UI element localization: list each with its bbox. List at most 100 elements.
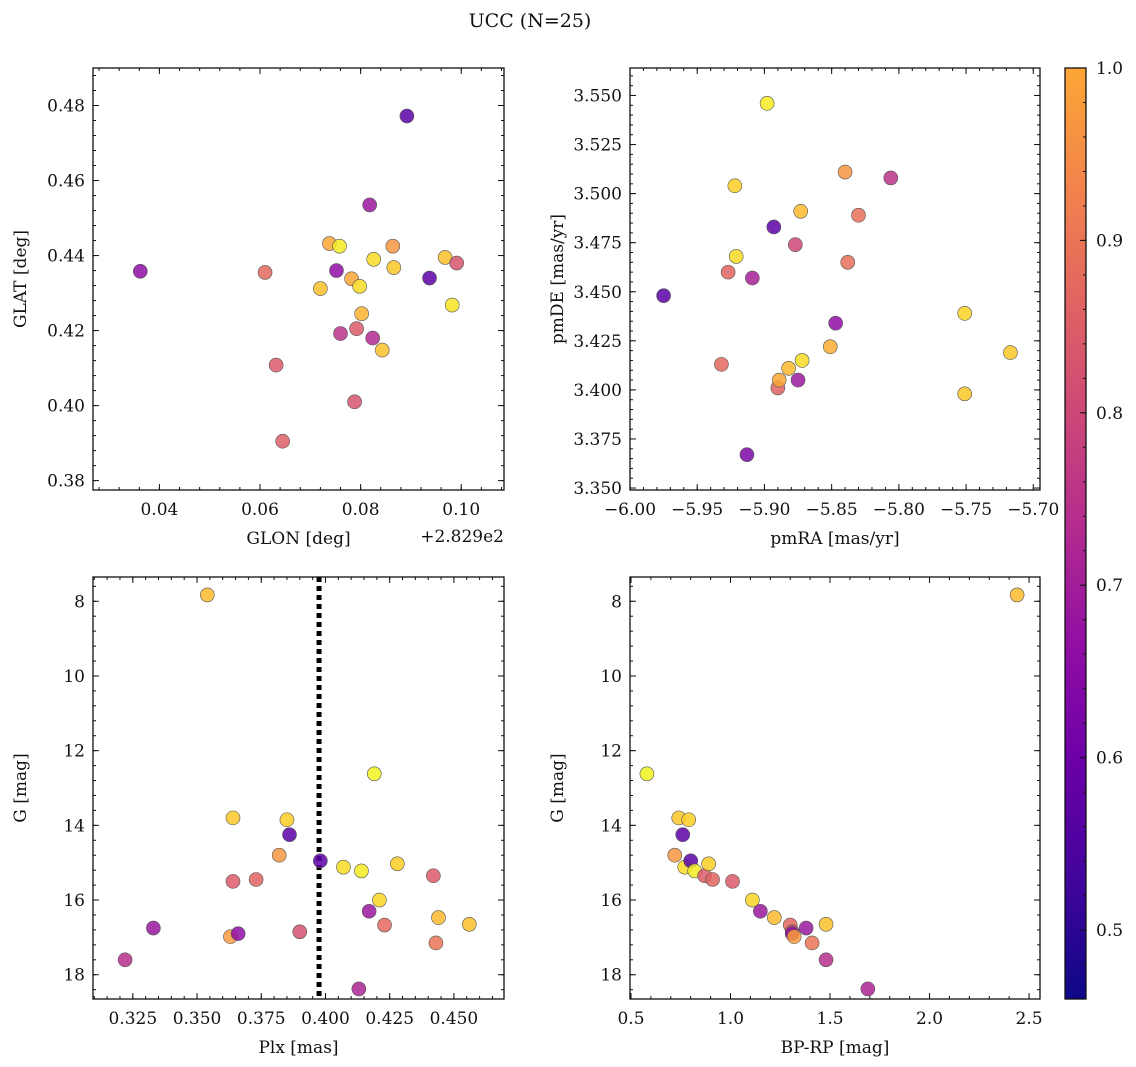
scatter-point [347,394,362,410]
y-tick-label: 3.375 [573,430,622,450]
scatter-point [332,238,347,254]
scatter-point [230,926,246,941]
scatter-point [656,288,671,303]
colorbar-frame [1064,67,1087,1000]
x-tick-label: −6.00 [604,500,656,520]
scatter-point [377,917,392,933]
x-axis-label: BP-RP [mag] [781,1038,890,1058]
x-tick-label: 0.450 [430,1009,479,1029]
colorbar-tick-label: 0.9 [1096,231,1123,251]
y-tick-label: 10 [600,667,622,687]
scatter-point [449,255,465,271]
y-tick-label: 3.425 [573,332,622,352]
scatter-point [851,207,866,223]
x-axis-label: Plx [mas] [258,1038,338,1058]
y-tick-label: 0.38 [47,472,85,492]
scatter-point [354,306,369,321]
scatter-point [753,903,768,919]
scatter-point [366,252,382,267]
scatter-point [431,910,446,925]
scatter-point [788,237,803,252]
colorbar-tick-label: 1.0 [1096,59,1123,79]
scatter-point [667,847,683,863]
x-offset-text: +2.829e2 [420,527,504,547]
scatter-point [828,315,843,331]
colorbar-gradient [1065,68,1086,999]
y-tick-label: 10 [63,667,85,687]
scatter-point [705,872,720,887]
y-tick-label: 3.350 [573,479,622,499]
y-tick-label: 3.500 [573,185,622,205]
axes-frame [629,576,1041,1000]
x-tick-label: −5.95 [671,500,723,520]
scatter-point [422,270,437,286]
y-tick-label: 12 [600,742,622,762]
scatter-point [804,935,820,951]
scatter-point [766,910,782,925]
scatter-point [225,810,241,826]
figure-title: UCC (N=25) [469,10,592,32]
scatter-point [818,917,834,932]
y-tick-label: 8 [611,592,622,612]
panel-plx-g: 0.325 0.350 0.375 0.400 0.425 0.450 8 10 12 14 16 1… [11,576,505,1058]
y-tick-label: 3.450 [573,283,622,303]
scatter-point [271,847,287,863]
scatter-point [822,339,838,355]
scatter-point [728,249,744,264]
y-tick-label: 18 [63,966,85,986]
x-tick-label: 1.5 [817,1009,844,1029]
scatter-point [349,321,364,337]
scatter-point [362,197,377,213]
scatter-point [714,357,729,372]
scatter-point [444,297,460,313]
scatter-point [639,766,655,782]
scatter-point [386,260,402,275]
y-tick-label: 14 [600,816,622,836]
axes-frame [629,67,1041,491]
scatter-point [745,892,760,908]
x-tick-label: −5.80 [873,500,925,520]
scatter-point [282,827,297,842]
y-axis-label: G [mag] [11,753,31,822]
scatter-point [117,952,133,968]
scatter-point [771,372,787,388]
scatter-point [462,917,477,932]
x-tick-label: −5.85 [806,500,858,520]
x-tick-label: 0.08 [342,500,380,520]
scatter-point [957,306,973,321]
x-axis-label: pmRA [mas/yr] [770,529,899,549]
panel-bprp-g: 0.5 1.0 1.5 2.0 2.5 8 10 12 14 16 18 BP-RP [mag] G [… [548,576,1043,1058]
scatter-point [681,812,697,828]
axes-frame [92,67,505,491]
y-tick-label: 0.46 [47,172,85,192]
scatter-point [352,279,367,294]
y-tick-label: 0.44 [47,247,85,267]
scatter-point [200,587,215,603]
scatter-point [675,827,691,842]
axes-frame [92,576,505,1000]
scatter-point [372,892,387,908]
x-tick-label: −5.70 [1007,500,1059,520]
x-tick-label: 0.325 [108,1009,157,1029]
scatter-point [361,903,377,919]
x-tick-label: 0.425 [365,1009,414,1029]
x-tick-label: 0.350 [173,1009,222,1029]
x-tick-label: 0.5 [617,1009,644,1029]
x-tick-label: −5.90 [738,500,790,520]
scatter-point [354,863,369,879]
scatter-point [786,929,802,944]
scatter-point [759,96,775,111]
scatter-point [146,920,161,936]
scatter-point [798,920,814,936]
scatter-point [793,203,809,219]
scatter-point [745,270,760,286]
panel-glon-glat: 0.04 0.06 0.08 0.10 0.38 0.40 0.42 0.44 0.46 0.48… [11,67,505,549]
scatter-point [794,353,810,368]
x-tick-label: 1.0 [717,1009,744,1029]
x-tick-label: 0.04 [140,500,178,520]
scatter-point [313,853,328,869]
scatter-point [790,372,806,388]
y-axis-label: GLAT [deg] [11,230,31,328]
scatter-point [374,342,390,358]
scatter-point [781,361,796,376]
